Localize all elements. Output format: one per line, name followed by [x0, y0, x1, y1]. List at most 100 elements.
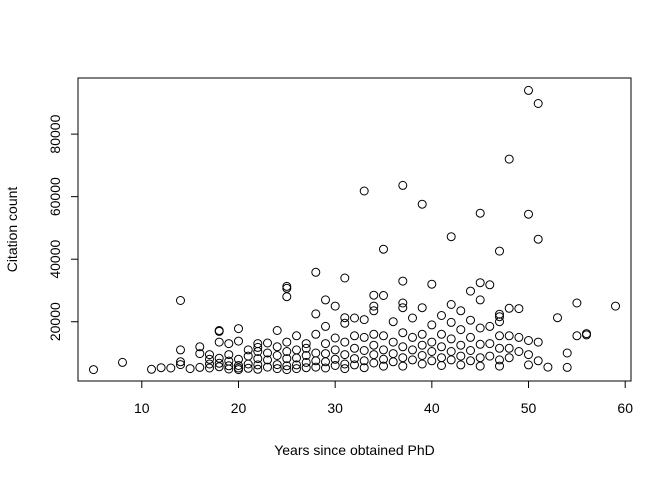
data-point [456, 325, 466, 335]
data-point [292, 345, 301, 355]
data-point [475, 278, 485, 288]
data-point [379, 291, 388, 300]
data-point [311, 348, 321, 358]
data-point [572, 331, 582, 341]
data-point [282, 337, 292, 347]
x-tick-label: 20 [231, 400, 247, 416]
data-point [398, 303, 408, 313]
data-point [321, 363, 330, 373]
data-point [456, 306, 466, 316]
data-point [330, 301, 340, 311]
data-point [214, 362, 224, 372]
data-point [330, 354, 340, 364]
data-point [263, 348, 272, 358]
data-point [359, 315, 369, 325]
data-point [224, 350, 234, 360]
data-point [311, 329, 321, 339]
data-points [89, 85, 620, 375]
data-point [234, 365, 243, 375]
data-point [176, 345, 185, 355]
data-point [321, 295, 330, 305]
data-point [369, 306, 379, 316]
data-point [475, 361, 485, 371]
data-point [417, 359, 427, 369]
data-point [369, 350, 379, 360]
data-point [205, 363, 214, 373]
data-point [176, 357, 185, 367]
data-point [485, 339, 495, 349]
data-point [176, 360, 185, 370]
data-point [369, 290, 379, 300]
data-point [437, 361, 446, 370]
data-point [495, 331, 504, 341]
data-point [282, 365, 292, 375]
data-point [282, 361, 292, 371]
data-point [263, 362, 272, 372]
data-point [408, 313, 417, 323]
data-point [330, 333, 340, 343]
data-point [359, 332, 369, 342]
data-point [446, 355, 456, 365]
data-point [243, 359, 253, 369]
data-point [524, 85, 533, 95]
data-point [408, 345, 417, 355]
data-point [195, 342, 205, 352]
data-point [379, 244, 388, 254]
data-point [504, 343, 514, 353]
data-point [611, 301, 620, 311]
data-point [224, 364, 234, 374]
data-point [408, 355, 417, 365]
data-point [543, 362, 553, 372]
data-point [456, 340, 466, 350]
data-point [340, 318, 350, 328]
data-point [379, 354, 388, 364]
data-point [466, 315, 475, 325]
data-point [301, 357, 311, 367]
data-point [398, 276, 408, 286]
data-point [369, 358, 379, 368]
data-point [466, 346, 475, 355]
data-point [359, 363, 369, 373]
data-point [466, 332, 475, 342]
data-point [272, 342, 282, 352]
data-point [234, 354, 243, 364]
data-point [456, 360, 466, 370]
data-point [321, 339, 330, 349]
data-point [176, 296, 185, 305]
data-point [330, 345, 340, 355]
data-point [379, 361, 388, 371]
data-point [417, 351, 427, 360]
data-point [427, 337, 437, 347]
data-point [446, 317, 456, 327]
data-point [243, 345, 253, 355]
data-point [427, 279, 437, 289]
data-point [156, 363, 166, 373]
data-point [504, 154, 514, 164]
data-point [388, 337, 398, 347]
data-point [234, 324, 243, 334]
data-point [224, 361, 234, 371]
data-point [466, 356, 475, 366]
x-axis-title: Years since obtained PhD [274, 442, 435, 458]
data-point [533, 337, 543, 347]
data-point [446, 334, 456, 344]
data-point [214, 326, 224, 336]
data-point [495, 246, 504, 256]
data-point [282, 283, 292, 293]
y-tick-label: 40000 [47, 240, 63, 279]
data-point [398, 328, 408, 338]
data-point [195, 362, 205, 372]
data-point [359, 186, 369, 196]
data-point [272, 364, 282, 374]
data-point [388, 349, 398, 359]
data-point [311, 356, 321, 366]
data-point [350, 354, 359, 364]
data-point [292, 331, 301, 341]
data-point [485, 280, 495, 290]
data-point [330, 361, 340, 370]
data-point [359, 346, 369, 355]
data-point [301, 351, 311, 360]
data-point [340, 273, 350, 283]
data-point [582, 330, 591, 340]
